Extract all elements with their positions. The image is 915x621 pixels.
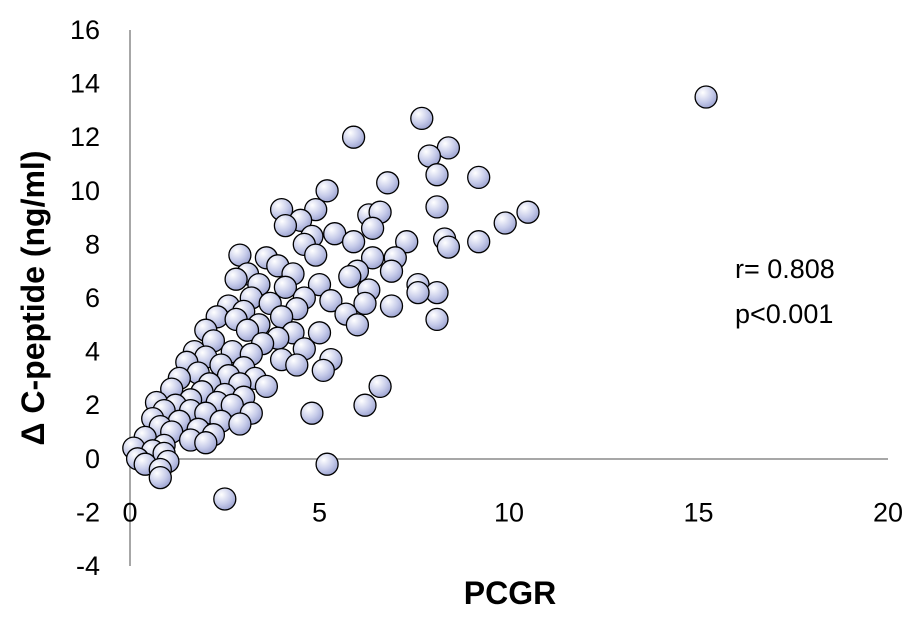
data-point	[425, 195, 449, 219]
data-point	[360, 246, 385, 270]
data-point	[285, 353, 309, 377]
y-tick-labels: -4 -2 0 2 4 6 8 10 12 14 16	[70, 15, 100, 581]
data-point	[379, 259, 404, 283]
y-tick-label: 6	[85, 283, 100, 313]
data-point	[307, 272, 332, 297]
data-point	[307, 321, 332, 345]
data-point	[315, 452, 339, 476]
data-point	[273, 213, 298, 238]
data-point	[148, 465, 172, 490]
data-point	[516, 200, 540, 224]
data-point	[376, 171, 400, 195]
data-point	[436, 235, 461, 259]
data-point	[467, 230, 491, 254]
data-point	[254, 374, 279, 399]
data-point	[368, 374, 392, 399]
p-value-label: p<0.001	[735, 299, 833, 329]
data-point	[345, 313, 370, 337]
y-tick-label: 14	[70, 69, 100, 99]
y-tick-label: 12	[70, 122, 100, 152]
data-point	[338, 264, 362, 289]
data-point	[694, 85, 718, 109]
data-point	[194, 431, 218, 455]
data-point	[395, 230, 419, 254]
data-point	[341, 125, 366, 149]
x-axis-title: PCGR	[464, 575, 556, 611]
data-point	[224, 267, 248, 291]
correlation-label: r= 0.808	[735, 254, 835, 284]
data-point	[353, 291, 377, 316]
x-tick-label: 10	[494, 497, 524, 527]
data-point	[410, 106, 434, 131]
y-tick-label: 0	[85, 444, 100, 474]
y-tick-label: 4	[85, 337, 100, 367]
data-point	[493, 211, 517, 235]
data-point	[311, 358, 335, 383]
data-point	[228, 412, 252, 436]
y-tick-label: 16	[70, 15, 100, 45]
data-points	[122, 85, 718, 511]
y-tick-label: 10	[70, 176, 100, 206]
data-point	[315, 179, 339, 203]
data-point	[353, 393, 377, 417]
data-point	[467, 165, 491, 190]
data-point	[273, 275, 298, 299]
x-tick-label: 15	[683, 497, 713, 527]
data-point	[235, 318, 260, 342]
data-point	[425, 307, 449, 332]
data-point	[300, 401, 324, 425]
data-point	[341, 230, 366, 254]
data-point	[406, 280, 430, 305]
data-point	[319, 289, 343, 313]
y-tick-label: 8	[85, 229, 100, 259]
x-tick-label: 20	[873, 497, 903, 527]
data-point	[379, 294, 404, 318]
data-point	[304, 243, 328, 267]
y-tick-label: 2	[85, 390, 100, 420]
data-point	[425, 163, 449, 187]
y-tick-label: -2	[76, 497, 100, 527]
x-tick-labels: 0 5 10 15 20	[122, 497, 903, 527]
x-tick-label: 0	[122, 497, 137, 527]
y-tick-label: -4	[76, 551, 100, 581]
x-tick-label: 5	[312, 497, 327, 527]
data-point	[360, 216, 385, 240]
y-axis-title: Δ C-peptide (ng/ml)	[15, 151, 51, 446]
data-point	[213, 487, 237, 511]
